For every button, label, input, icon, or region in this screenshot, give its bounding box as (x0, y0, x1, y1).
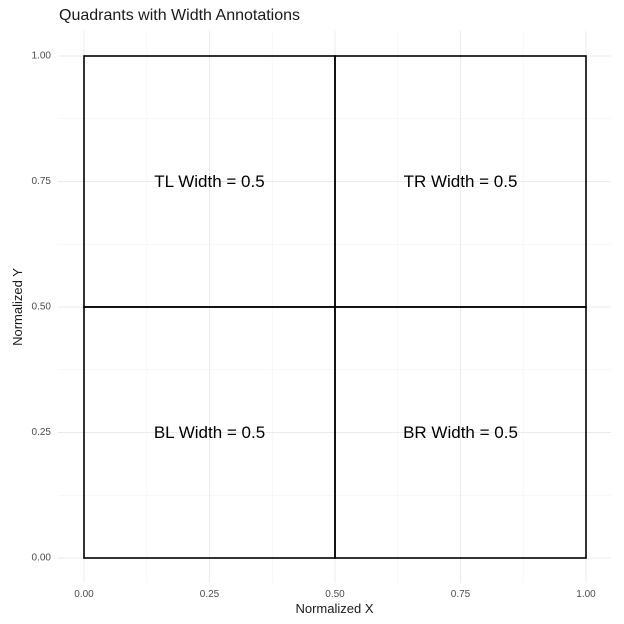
x-axis-title: Normalized X (295, 601, 373, 616)
quadrant-tl-label: TL Width = 0.5 (154, 172, 264, 191)
quadrant-br-rect (334, 306, 587, 559)
quadrant-bl-label: BL Width = 0.5 (154, 423, 265, 442)
quadrant-labels: TL Width = 0.5 TR Width = 0.5 BL Width = 0… (154, 172, 518, 442)
y-tick-label: 0.75 (32, 176, 52, 187)
axis-ticks: 0.00 0.25 0.50 0.75 1.00 0.00 0.25 0.50 0.75 1.00 (32, 51, 597, 601)
y-tick-label: 0.00 (32, 553, 52, 564)
y-tick-label: 1.00 (32, 51, 52, 62)
x-tick-label: 0.75 (451, 589, 471, 600)
quadrant-rectangles (83, 55, 587, 559)
x-tick-label: 0.25 (200, 589, 220, 600)
y-tick-label: 0.25 (32, 427, 52, 438)
y-axis-title: Normalized Y (10, 268, 25, 346)
quadrant-br-label: BR Width = 0.5 (403, 423, 518, 442)
chart-title: Quadrants with Width Annotations (59, 7, 300, 24)
x-tick-label: 0.00 (74, 589, 94, 600)
quadrant-tr-label: TR Width = 0.5 (404, 172, 518, 191)
y-tick-label: 0.50 (32, 302, 52, 313)
x-tick-label: 0.50 (325, 589, 345, 600)
x-tick-label: 1.00 (576, 589, 596, 600)
